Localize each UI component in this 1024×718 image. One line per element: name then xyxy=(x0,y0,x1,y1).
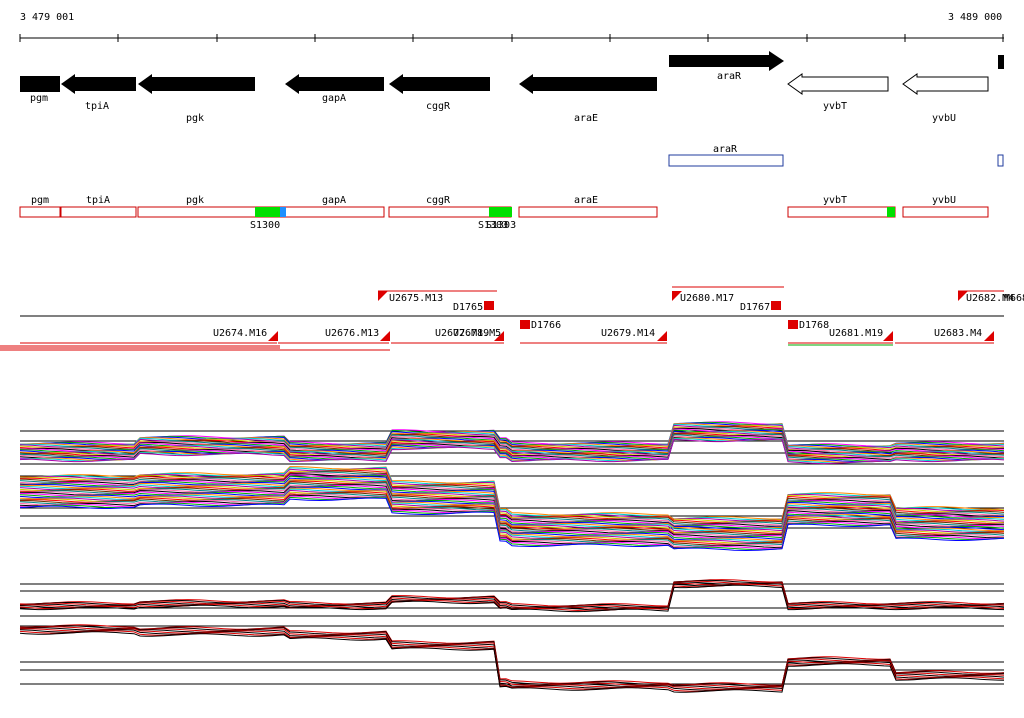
ruler xyxy=(19,34,1004,42)
box-pgm[interactable] xyxy=(19,206,61,218)
box-label-gapA: gapA xyxy=(322,195,346,206)
segment-label-u2681: U2681.M19 xyxy=(829,328,883,339)
segment-label-u2675: U2675.M13 xyxy=(389,293,443,304)
gene-label-tpiA: tpiA xyxy=(85,101,109,112)
segment-label-d1765: D1765 xyxy=(453,302,483,313)
segment-label-d1766: D1766 xyxy=(531,320,561,331)
ruler-start-label: 3 479 001 xyxy=(20,12,75,23)
gene-arrow-cggR[interactable] xyxy=(389,74,490,94)
regulated-feature-label: araR xyxy=(713,144,738,155)
gene-label-cggR: cggR xyxy=(426,101,451,112)
segment-label-u2679: U2679.M14 xyxy=(601,328,655,339)
segment-label-u2678: U2678.M5 xyxy=(453,328,501,339)
gene-labels: pgm tpiA pgk gapA cggR araE araR yvbT yv… xyxy=(30,71,956,124)
segment-label-u2674: U2674.M16 xyxy=(213,328,267,339)
segment-label-m668: M668 xyxy=(1004,293,1024,304)
gene-track xyxy=(20,51,1004,95)
segment-label-u2677: U2677.M19 xyxy=(435,328,489,339)
gene-arrow-araE[interactable] xyxy=(519,74,657,94)
gene-arrow-yvbU[interactable] xyxy=(902,73,989,95)
highlight-green xyxy=(255,207,280,217)
segment-label-u2680: U2680.M17 xyxy=(680,293,734,304)
highlight-blue xyxy=(280,207,286,217)
segment-label-d1767: D1767 xyxy=(740,302,770,313)
box-tpiA[interactable] xyxy=(60,206,137,218)
segment-label-d1768: D1768 xyxy=(799,320,829,331)
gene-arrow-pgk[interactable] xyxy=(138,74,255,94)
segment-label-u2676: U2676.M13 xyxy=(325,328,379,339)
box-label-araE: araE xyxy=(574,195,598,206)
box-label-pgm: pgm xyxy=(31,195,49,206)
segment-track: U2675.M13 D1765 U2680.M17 D1767 U2682.M4… xyxy=(0,286,1024,351)
box-yvbT[interactable] xyxy=(787,206,896,218)
box-label-yvbT: yvbT xyxy=(823,195,847,206)
box-yvbU[interactable] xyxy=(902,206,989,218)
box-araE[interactable] xyxy=(518,206,658,218)
gene-label-gapA: gapA xyxy=(322,93,346,104)
gene-label-araR: araR xyxy=(717,71,742,82)
gene-label-yvbU: yvbU xyxy=(932,113,956,124)
expression-profiles-bottom xyxy=(19,579,1005,693)
expression-profiles-top xyxy=(19,421,1005,552)
regulator-track: araR xyxy=(668,144,1004,167)
gene-label-pgk: pgk xyxy=(186,113,204,124)
gene-arrow-yvbT[interactable] xyxy=(787,73,889,95)
box-label-yvbU: yvbU xyxy=(932,195,956,206)
box-label-pgk: pgk xyxy=(186,195,204,206)
highlight-green xyxy=(887,207,895,217)
segment-label-u2683: U2683.M4 xyxy=(934,328,982,339)
box-gapA[interactable] xyxy=(284,206,385,218)
box-tag-s1303: S1303 xyxy=(478,220,508,231)
gene-label-araE: araE xyxy=(574,113,598,124)
box-tag-s1303-overlap: S1303 xyxy=(486,220,516,231)
gene-box-track: pgm tpiA pgk gapA cggR araE yvbT yvbU xyxy=(19,195,989,231)
regulated-feature-box[interactable] xyxy=(668,154,784,167)
gene-arrow-pgm[interactable] xyxy=(20,76,60,92)
box-label-tpiA: tpiA xyxy=(86,195,110,206)
gene-label-pgm: pgm xyxy=(30,93,48,104)
ruler-end-label: 3 489 000 xyxy=(948,12,1003,23)
box-tag-s1300: S1300 xyxy=(250,220,280,231)
gene-arrow-partial[interactable] xyxy=(998,55,1004,69)
highlight-green xyxy=(489,207,512,217)
gene-arrow-tpiA[interactable] xyxy=(61,74,136,94)
gene-arrow-gapA[interactable] xyxy=(285,74,384,94)
regulated-feature-box-partial[interactable] xyxy=(997,154,1004,167)
box-label-cggR: cggR xyxy=(426,195,451,206)
gene-label-yvbT: yvbT xyxy=(823,101,847,112)
segment-label-u2682: U2682.M4 xyxy=(966,293,1014,304)
gene-arrow-araR[interactable] xyxy=(669,51,784,71)
